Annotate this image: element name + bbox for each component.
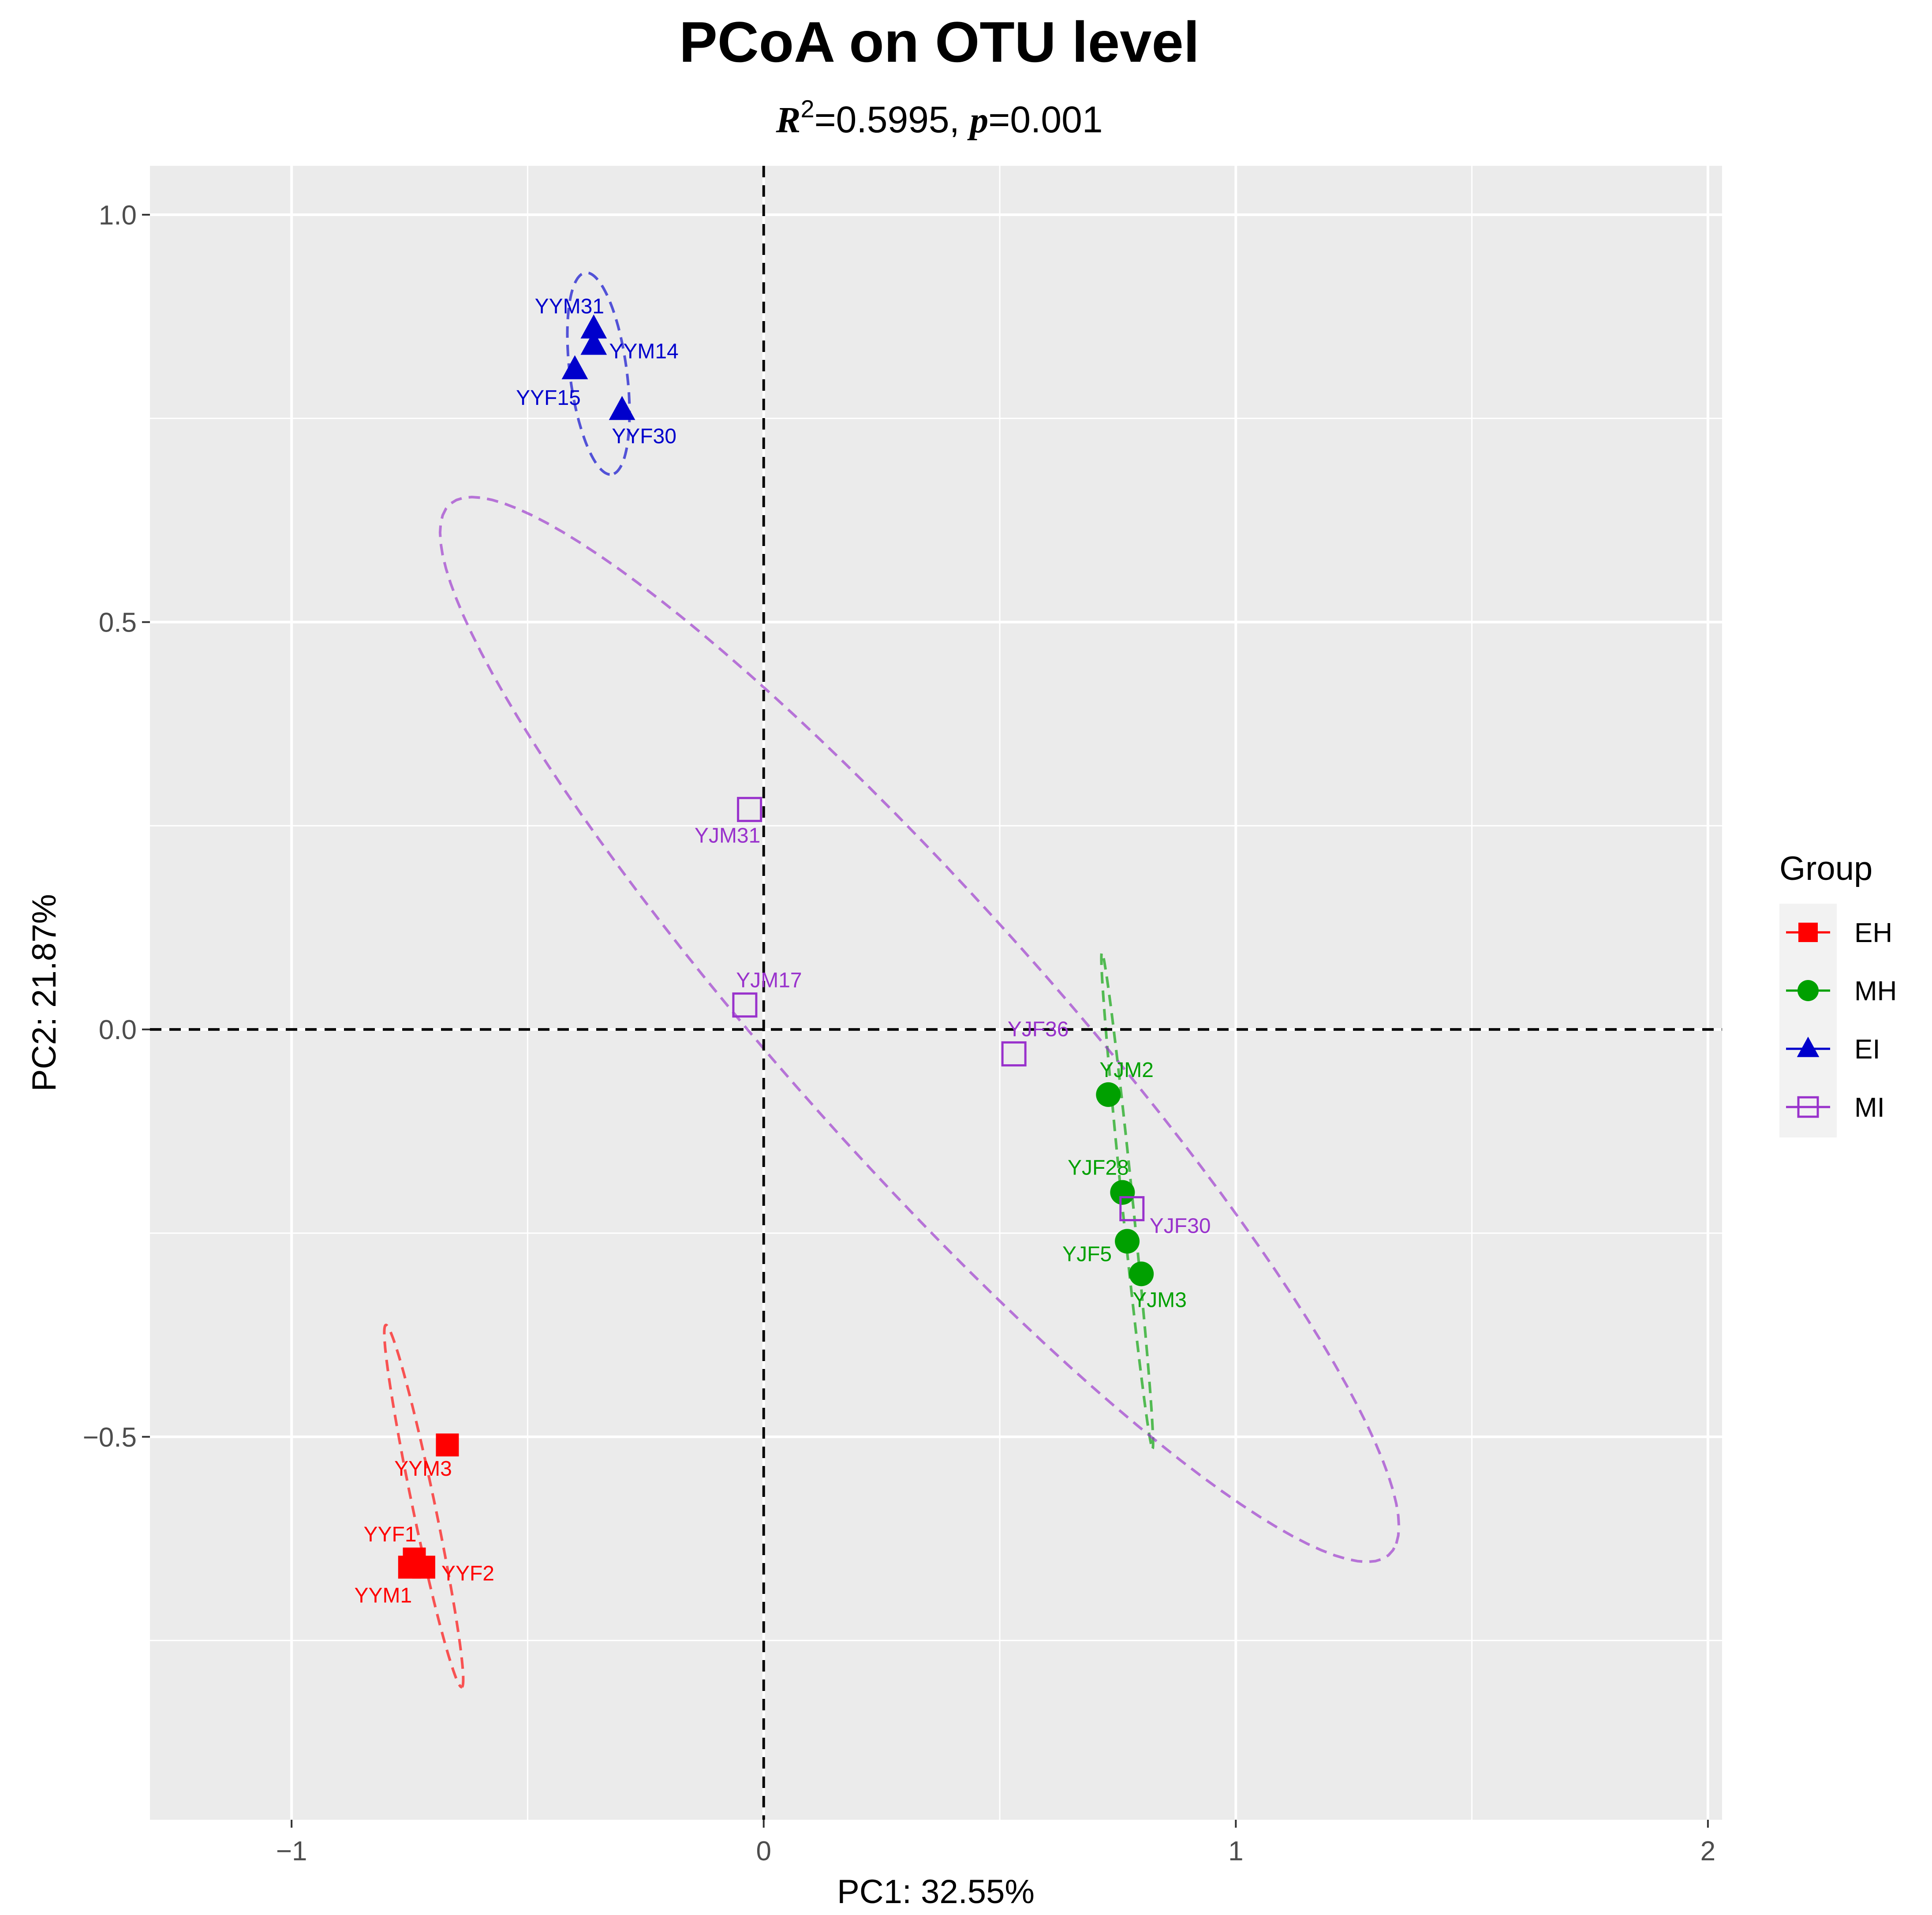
- point-label: YYM3: [394, 1457, 452, 1481]
- plot-panel: [150, 166, 1722, 1820]
- legend-marker: [1797, 1096, 1819, 1118]
- point-label: YYF1: [363, 1523, 416, 1546]
- point-eh-yym3: [436, 1433, 459, 1457]
- point-mh-yjm2: [1096, 1082, 1121, 1107]
- y-tick-label: 0.0: [99, 1015, 137, 1045]
- point-mh-yjf28: [1110, 1180, 1135, 1205]
- x-axis-ticks: −1 0 1 2: [276, 1820, 1715, 1866]
- point-label: YJM3: [1132, 1288, 1187, 1312]
- point-mh-yjf5: [1115, 1229, 1140, 1254]
- point-label: YJF36: [1008, 1018, 1069, 1041]
- chart-subtitle: R2=0.5995, p=0.001: [775, 95, 1102, 141]
- point-ei-yyf30: [609, 396, 635, 420]
- point-label: YJM2: [1099, 1058, 1154, 1082]
- point-mi-yjf30: [1119, 1196, 1145, 1222]
- y-tick-label: −0.5: [83, 1422, 137, 1453]
- ellipse-eh: [383, 1324, 465, 1689]
- point-label: YYF30: [612, 425, 676, 448]
- point-label: YJF30: [1150, 1215, 1211, 1238]
- x-tick-label: 1: [1228, 1836, 1243, 1866]
- x-tick-label: 2: [1700, 1836, 1715, 1866]
- point-label: YJF5: [1062, 1242, 1112, 1266]
- y-tick-label: 1.0: [99, 200, 137, 231]
- reference-lines: [150, 166, 1722, 1820]
- point-mi-yjm31: [737, 797, 762, 822]
- y-tick-label: 0.5: [99, 607, 137, 638]
- chart-title: PCoA on OTU level: [679, 10, 1200, 74]
- p-value: =0.001: [988, 99, 1102, 140]
- point-mi-yjm17: [732, 992, 758, 1018]
- point-label: YYM14: [609, 340, 678, 363]
- point-label: YJF28: [1068, 1156, 1129, 1180]
- legend-item-ei: EI: [1786, 1034, 1880, 1065]
- point-label: YJM17: [736, 969, 802, 992]
- x-tick-label: −1: [276, 1836, 307, 1866]
- x-tick-label: 0: [756, 1836, 771, 1866]
- r-squared-power: 2: [800, 95, 814, 123]
- legend-item-eh: EH: [1786, 918, 1892, 948]
- point-label: YYF2: [441, 1562, 494, 1585]
- data-points: [398, 314, 1154, 1579]
- point-mi-yjf36: [1001, 1041, 1027, 1067]
- r-squared-value: =0.5995,: [815, 99, 970, 140]
- y-axis-label: PC2: 21.87%: [26, 894, 63, 1092]
- legend-label: MI: [1854, 1092, 1885, 1123]
- point-labels: YYM3YYF1YYF2YYM1YJM2YJF28YJF5YJM3YYM31YY…: [354, 295, 1211, 1607]
- legend-marker: [1797, 980, 1819, 1001]
- x-axis-label: PC1: 32.55%: [837, 1873, 1035, 1911]
- point-label: YYM1: [354, 1584, 412, 1607]
- legend-label: EH: [1854, 918, 1892, 948]
- point-label: YYM31: [535, 295, 604, 318]
- legend-marker: [1797, 1036, 1820, 1057]
- legend-label: EI: [1854, 1034, 1880, 1065]
- legend-marker: [1798, 923, 1818, 942]
- point-label: YYF15: [516, 386, 581, 410]
- y-axis-ticks: 1.0 0.5 0.0 −0.5: [83, 200, 150, 1453]
- point-mh-yjm3: [1129, 1261, 1154, 1287]
- ellipse-mh: [1100, 950, 1155, 1450]
- point-ei-yym31: [580, 314, 607, 339]
- legend-key-background: [1779, 904, 1837, 1137]
- p-symbol: p: [967, 100, 988, 141]
- legend-title: Group: [1779, 850, 1872, 887]
- legend-item-mi: MI: [1786, 1092, 1885, 1123]
- legend: Group EH MH EI MI: [1779, 850, 1897, 1137]
- point-ei-yym14: [580, 330, 607, 355]
- legend-label: MH: [1854, 976, 1897, 1006]
- ellipse-mi: [438, 495, 1401, 1563]
- point-eh-yym1: [398, 1556, 421, 1579]
- point-label: YJM31: [695, 824, 760, 847]
- legend-item-mh: MH: [1786, 976, 1897, 1006]
- r-squared-symbol: R: [775, 100, 800, 141]
- point-ei-yyf15: [561, 355, 588, 379]
